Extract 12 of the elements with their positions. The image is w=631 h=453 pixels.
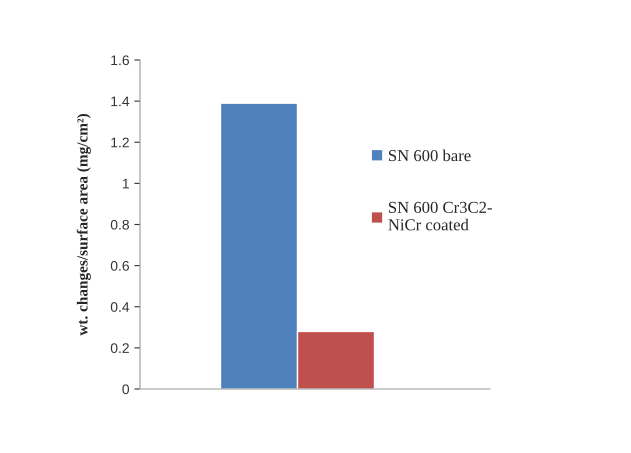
y-tick-label: 1 [122, 178, 129, 188]
y-tick-label: 0.4 [110, 302, 130, 312]
y-tick-label: 0.8 [110, 220, 129, 230]
y-tick-label: 1.4 [111, 96, 130, 106]
y-tick-label: 0.2 [110, 343, 129, 354]
legend-label: SN 600 bare [388, 149, 471, 162]
y-tick-label: 1.6 [111, 55, 129, 66]
legend-label: SN 600 Cr3C2- NiCr coated [388, 202, 492, 230]
y-tick-label: 0 [122, 384, 130, 394]
y-tick-label: 0.6 [110, 260, 129, 271]
y-tick-label: 1.2 [111, 138, 129, 148]
y-axis-title: wt. changes/surface area (mg/cm²) [76, 114, 91, 336]
